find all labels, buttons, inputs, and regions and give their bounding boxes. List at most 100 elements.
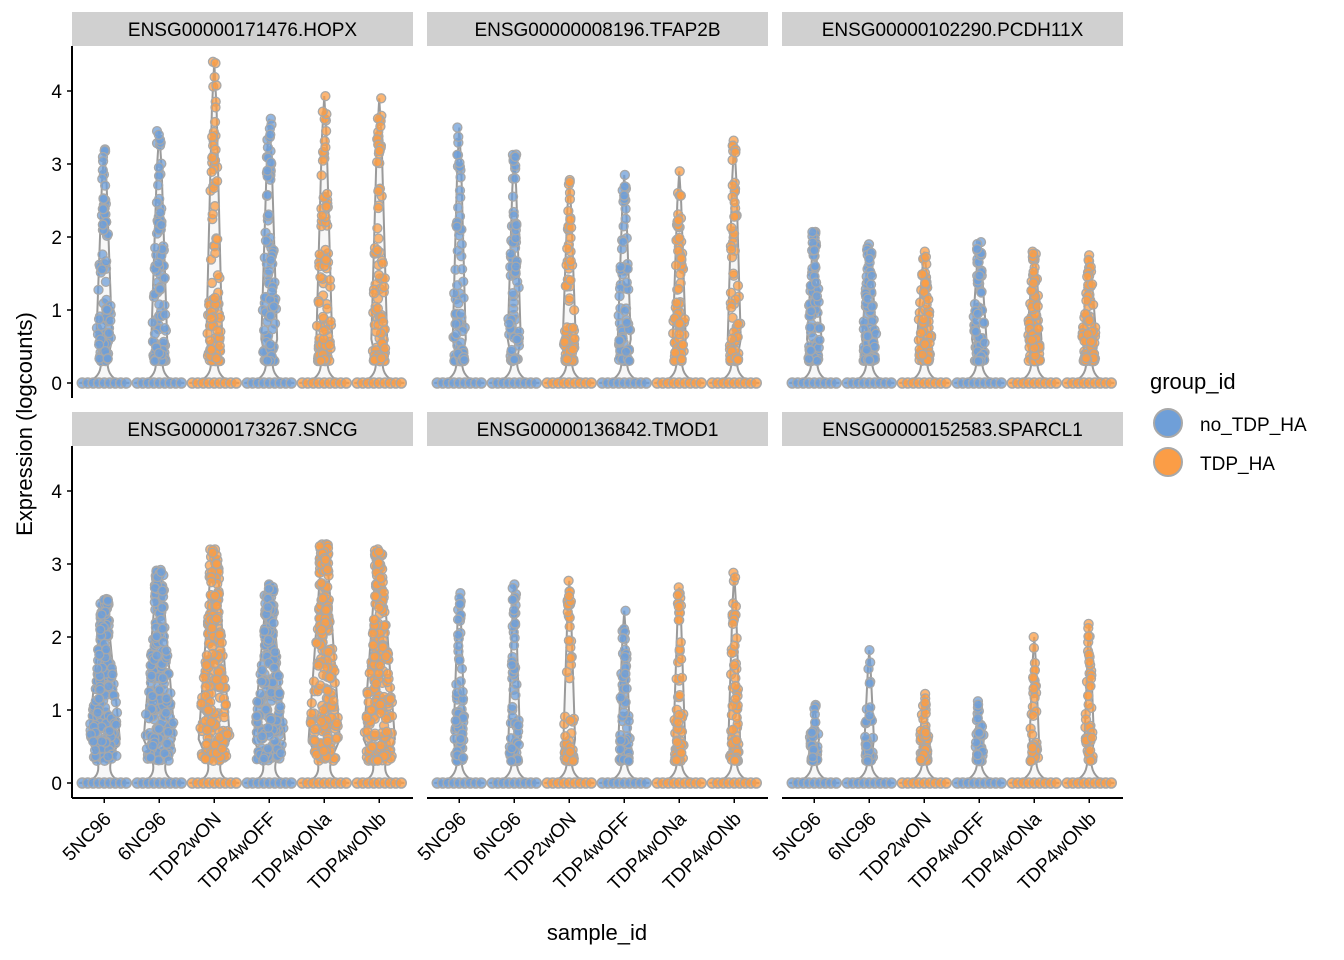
- data-point: [730, 680, 741, 692]
- data-point: [201, 659, 212, 671]
- data-point: [618, 707, 630, 718]
- data-point: [368, 614, 380, 625]
- data-point: [265, 310, 276, 321]
- data-point: [206, 277, 218, 289]
- y-tick-label: 3: [51, 155, 62, 176]
- data-point: [153, 180, 164, 191]
- data-point: [97, 219, 108, 230]
- data-point: [995, 777, 1007, 789]
- data-point: [673, 614, 684, 626]
- data-point: [103, 681, 114, 692]
- data-point: [670, 347, 681, 358]
- data-point: [620, 213, 631, 224]
- data-point: [729, 640, 740, 651]
- data-point: [561, 354, 573, 365]
- data-point: [256, 676, 267, 687]
- data-point: [375, 572, 386, 584]
- data-point: [809, 260, 821, 272]
- data-point: [1081, 352, 1092, 364]
- data-point: [265, 339, 276, 350]
- data-point: [920, 251, 932, 263]
- data-point: [325, 316, 336, 327]
- data-point: [453, 131, 464, 142]
- data-point: [97, 164, 108, 176]
- data-point: [209, 71, 220, 83]
- data-point: [676, 747, 687, 759]
- data-point: [209, 292, 221, 304]
- data-point: [454, 598, 466, 610]
- data-point: [455, 192, 466, 203]
- data-point: [617, 633, 628, 644]
- data-point: [147, 740, 158, 752]
- data-point: [120, 777, 132, 789]
- data-point: [513, 720, 524, 731]
- data-point: [268, 617, 279, 629]
- data-point: [915, 297, 926, 308]
- data-point: [200, 681, 211, 693]
- data-point: [96, 609, 107, 620]
- data-point: [374, 660, 386, 671]
- data-point: [375, 121, 386, 132]
- data-point: [151, 631, 162, 642]
- data-point: [103, 751, 114, 762]
- data-point: [979, 337, 990, 348]
- data-point: [803, 353, 815, 365]
- data-point: [107, 669, 118, 680]
- data-point: [614, 291, 625, 302]
- data-point: [862, 755, 873, 767]
- data-point: [220, 699, 232, 710]
- data-point: [674, 318, 685, 329]
- data-point: [313, 297, 325, 309]
- data-point: [320, 604, 332, 616]
- data-point: [94, 684, 106, 695]
- data-point: [565, 652, 576, 664]
- data-point: [972, 243, 983, 255]
- data-point: [210, 247, 221, 259]
- data-point: [258, 325, 270, 336]
- facet-strip: [427, 412, 768, 446]
- data-point: [376, 353, 387, 364]
- data-point: [864, 354, 875, 366]
- data-point: [671, 737, 683, 748]
- data-point: [506, 659, 518, 671]
- data-point: [381, 726, 392, 737]
- data-point: [812, 355, 823, 367]
- data-point: [860, 731, 871, 743]
- data-point: [317, 311, 329, 322]
- data-point: [257, 665, 268, 676]
- data-point: [530, 377, 542, 389]
- data-point: [361, 712, 372, 723]
- data-point: [640, 777, 652, 789]
- data-point: [1105, 777, 1117, 789]
- data-point: [864, 710, 875, 721]
- data-point: [317, 593, 328, 604]
- data-point: [320, 125, 332, 137]
- data-point: [1050, 777, 1062, 789]
- data-point: [585, 377, 597, 389]
- data-point: [675, 190, 687, 201]
- data-point: [450, 715, 461, 726]
- data-point: [372, 245, 383, 256]
- data-point: [207, 547, 218, 559]
- data-point: [1080, 714, 1092, 725]
- data-point: [508, 297, 519, 308]
- data-point: [453, 629, 464, 640]
- data-point: [163, 755, 174, 766]
- data-point: [151, 197, 163, 208]
- data-point: [156, 614, 167, 626]
- data-point: [340, 777, 352, 789]
- data-point: [378, 316, 389, 328]
- data-point: [918, 314, 929, 325]
- data-point: [564, 621, 575, 632]
- data-point: [530, 777, 542, 789]
- data-point: [274, 688, 285, 699]
- data-point: [206, 622, 218, 634]
- data-point: [262, 743, 274, 754]
- data-point: [101, 304, 113, 315]
- y-axis-label: Expression (logcounts): [12, 312, 37, 536]
- data-point: [1083, 631, 1094, 642]
- data-point: [727, 312, 738, 323]
- data-point: [161, 645, 172, 656]
- data-point: [368, 640, 379, 651]
- data-point: [511, 219, 522, 231]
